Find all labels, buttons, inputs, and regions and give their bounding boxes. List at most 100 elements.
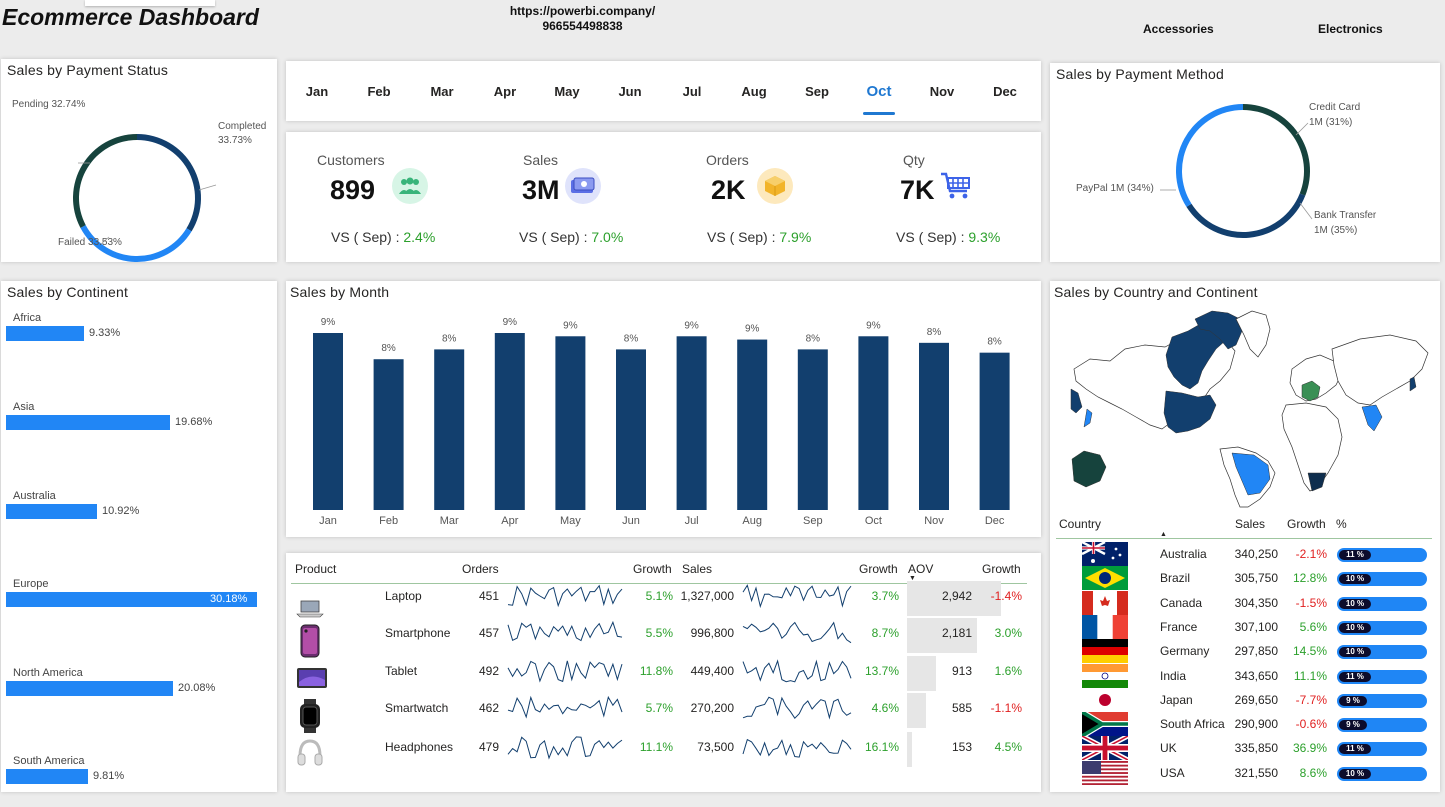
sort-desc-icon[interactable]: ▼: [909, 575, 916, 582]
continent-label-africa: Africa: [13, 312, 42, 324]
month-bar-jan[interactable]: [313, 333, 343, 510]
product-orders-growth-laptop: 5.1%: [645, 589, 673, 603]
month-nov[interactable]: Nov: [929, 84, 955, 99]
country-pct-bar-south-africa: 9 %: [1337, 718, 1427, 732]
month-bar-feb[interactable]: [373, 359, 404, 510]
month-aug[interactable]: Aug: [741, 84, 767, 99]
payment-status-slice-completed[interactable]: [137, 134, 201, 232]
payment-method-slice-bank-transfer[interactable]: [1186, 193, 1306, 239]
continent-bar-north-america[interactable]: [6, 681, 173, 696]
country-growth-australia: -2.1%: [1295, 547, 1327, 561]
payment-status-slice-pending[interactable]: [73, 134, 137, 228]
month-bar-jun[interactable]: [616, 349, 646, 510]
product-name-laptop: Laptop: [385, 589, 422, 603]
kpi-orders-value: 2K: [711, 175, 746, 205]
continent-value-europe: 30.18%: [210, 593, 248, 605]
website-link[interactable]: https://powerbi.company/: [509, 4, 656, 18]
month-mar[interactable]: Mar: [430, 84, 454, 99]
completed-leader-line: [198, 184, 217, 191]
header-sales-growth[interactable]: Growth: [859, 562, 898, 576]
product-orders-laptop: 451: [478, 589, 499, 603]
continent-bar-africa[interactable]: [6, 326, 84, 341]
month-axis-tick-dec: Dec: [985, 515, 1005, 527]
payment-status-slice-failed[interactable]: [80, 225, 192, 262]
country-pct-bar-france: 10 %: [1337, 621, 1427, 635]
orders-sparkline-smartphone: [507, 620, 623, 642]
month-bar-label-may: 9%: [563, 320, 578, 331]
header-country-pct[interactable]: %: [1336, 517, 1347, 531]
brazil-flag: [1082, 566, 1128, 590]
month-bar-label-aug: 9%: [745, 324, 760, 335]
failed-leader-line: [100, 236, 110, 245]
month-bar-aug[interactable]: [737, 339, 768, 510]
completed-pct-label: 33.73%: [218, 135, 252, 146]
map-australia: [1071, 450, 1107, 488]
payment-method-slice-paypal[interactable]: [1176, 104, 1243, 207]
header-aov-growth[interactable]: Growth: [982, 562, 1021, 576]
month-bar-nov[interactable]: [919, 342, 949, 510]
world-map[interactable]: [1070, 309, 1430, 509]
country-name-france: France: [1160, 620, 1198, 634]
continent-bar-australia[interactable]: [6, 504, 97, 519]
month-bar-oct[interactable]: [858, 336, 889, 510]
payment-status-card: Sales by Payment Status Pending 32.74% C…: [1, 59, 277, 262]
map-south-africa: [1307, 472, 1327, 492]
continent-bar-europe[interactable]: [6, 592, 257, 607]
category-button-electronics[interactable]: Electronics: [1318, 22, 1383, 36]
aov-bar-smartphone: [907, 618, 977, 653]
kpi-vs-label: VS ( Sep) :: [331, 229, 404, 245]
month-bar-may[interactable]: [555, 336, 586, 510]
product-orders-smartwatch: 462: [478, 701, 499, 715]
header-orders[interactable]: Orders: [462, 562, 499, 576]
continent-bar-asia[interactable]: [6, 415, 170, 430]
month-feb[interactable]: Feb: [367, 84, 391, 99]
sort-asc-icon[interactable]: ▲: [1160, 531, 1167, 538]
table-header-divider: [291, 583, 1027, 584]
header-orders-growth[interactable]: Growth: [633, 562, 672, 576]
payment-method-slice-credit-card[interactable]: [1243, 104, 1311, 196]
product-sales-growth-laptop: 3.7%: [871, 589, 899, 603]
country-sales-india: 343,650: [1234, 669, 1278, 683]
month-bar-sep[interactable]: [797, 349, 828, 510]
header-country[interactable]: Country: [1059, 517, 1102, 531]
month-bar-dec[interactable]: [979, 352, 1010, 510]
month-apr[interactable]: Apr: [493, 84, 517, 99]
header-sales[interactable]: Sales: [682, 562, 713, 576]
month-oct[interactable]: Oct: [866, 83, 892, 100]
month-axis-tick-mar: Mar: [440, 515, 459, 527]
product-orders-growth-tablet: 11.8%: [639, 664, 673, 678]
country-growth-uk: 36.9%: [1292, 741, 1327, 755]
month-may[interactable]: May: [554, 84, 580, 99]
month-bar-mar[interactable]: [434, 349, 465, 510]
month-bar-label-oct: 9%: [866, 320, 881, 331]
header-product[interactable]: Product: [295, 562, 337, 576]
month-sep[interactable]: Sep: [805, 84, 829, 99]
month-jul[interactable]: Jul: [682, 84, 702, 99]
month-bar-apr[interactable]: [494, 333, 525, 510]
header-country-growth[interactable]: Growth: [1287, 517, 1326, 531]
header-aov[interactable]: AOV: [908, 562, 934, 576]
credit-label: Credit Card: [1309, 102, 1361, 113]
country-sales-brazil: 305,750: [1234, 571, 1278, 585]
month-bar-label-sep: 8%: [806, 333, 821, 344]
continent-label-south-america: South America: [13, 755, 85, 767]
product-table-card: Product Orders Growth Sales Growth AOV ▼…: [286, 553, 1041, 792]
month-axis-tick-sep: Sep: [803, 515, 823, 527]
kpi-vs-label: VS ( Sep) :: [896, 229, 969, 245]
country-pct-bar-uk: 11 %: [1337, 742, 1427, 756]
month-bar-jul[interactable]: [676, 336, 707, 510]
product-sales-smartphone: 996,800: [690, 626, 734, 640]
product-orders-growth-headphones: 11.1%: [639, 740, 673, 754]
continent-bar-south-america[interactable]: [6, 769, 88, 784]
country-pct-bar-japan: 9 %: [1337, 694, 1427, 708]
monthly-sales-title: Sales by Month: [290, 284, 390, 300]
month-jan[interactable]: Jan: [305, 84, 329, 99]
category-button-accessories[interactable]: Accessories: [1143, 22, 1214, 36]
header-country-sales[interactable]: Sales: [1235, 517, 1266, 531]
month-dec[interactable]: Dec: [993, 84, 1017, 99]
uk-flag: [1080, 733, 1130, 763]
product-sales-growth-tablet: 13.7%: [864, 664, 899, 678]
kpi-sales-value: 3M: [522, 175, 560, 205]
product-aov-growth-tablet: 1.6%: [994, 664, 1022, 678]
month-jun[interactable]: Jun: [618, 84, 642, 99]
